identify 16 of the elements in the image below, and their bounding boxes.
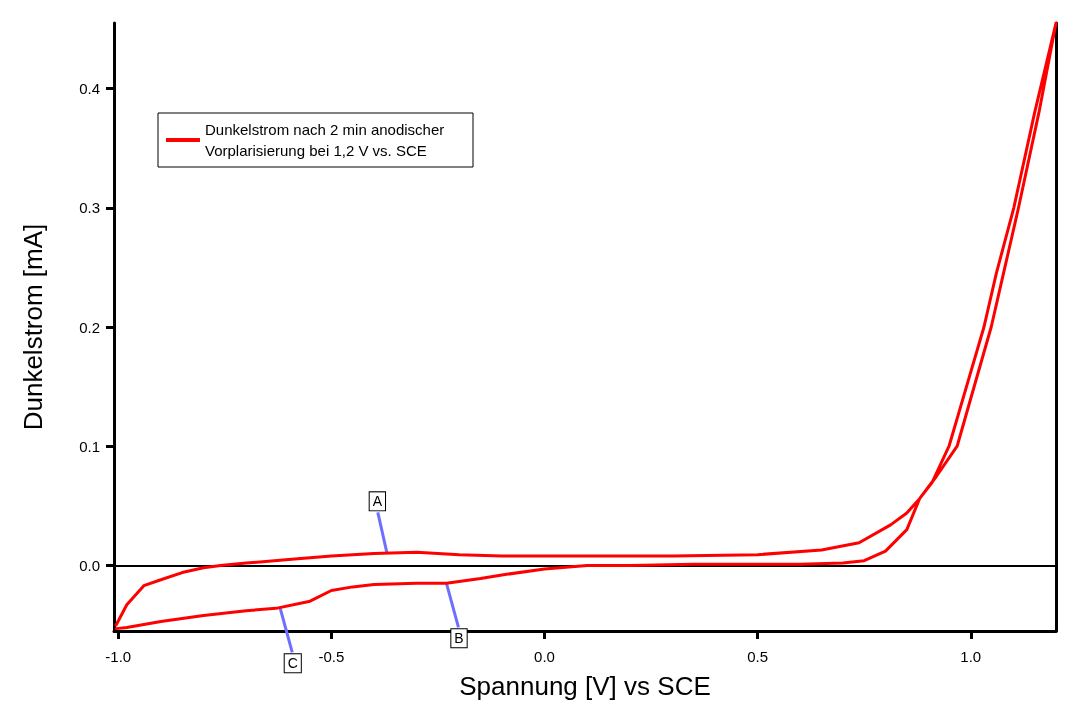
x-tick-label: 1.0: [960, 648, 982, 665]
y-tick-label: 0.0: [79, 556, 100, 574]
x-tick-label: -1.0: [105, 648, 132, 665]
x-tick-label: 0.0: [534, 648, 555, 665]
legend-label: Dunkelstrom nach 2 min anodischer Vorplarisierung bei 1,2 V vs. SCE: [205, 121, 449, 159]
y-tick-label: 0.2: [79, 318, 100, 336]
x-tick-label: 0.5: [747, 648, 769, 665]
annotation: B: [454, 630, 464, 647]
y-tick-label: 0.3: [79, 199, 100, 217]
x-tick-label: -0.5: [318, 648, 345, 665]
annotation: C: [287, 655, 298, 672]
y-tick-label: 0.1: [79, 437, 100, 455]
x-axis-title: Spannung [V] vs SCE: [459, 671, 711, 701]
annotation: A: [372, 493, 383, 510]
y-tick-label: 0.4: [79, 80, 100, 98]
y-axis-title: Dunkelstrom [mA]: [18, 223, 48, 431]
